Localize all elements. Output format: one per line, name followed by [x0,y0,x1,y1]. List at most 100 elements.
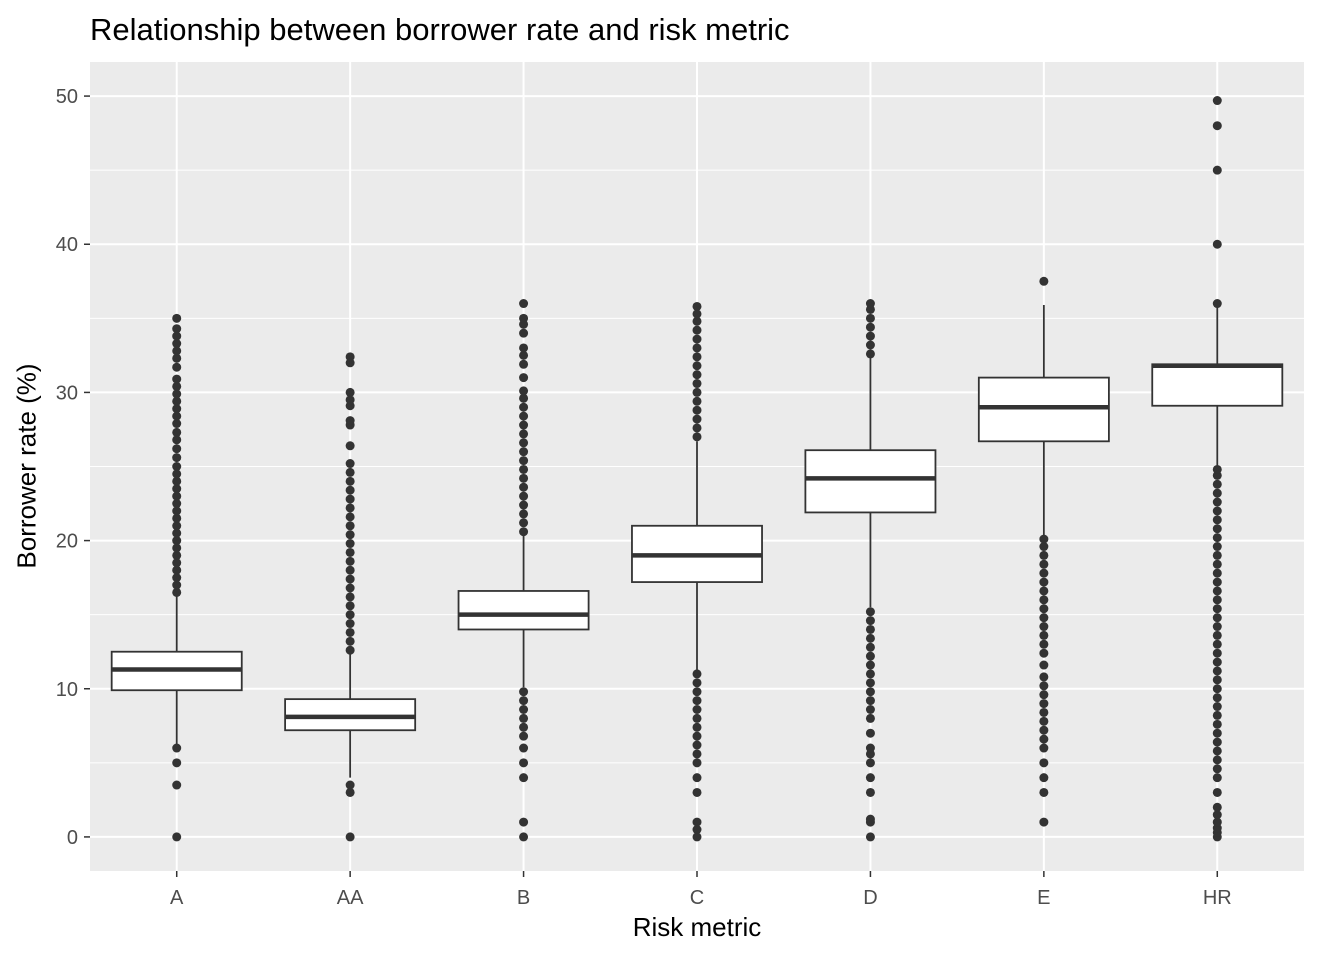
outlier-point [345,512,355,522]
y-tick-label: 20 [56,531,78,553]
outlier-point [865,713,875,723]
x-axis-title: Risk metric [632,912,762,942]
outlier-point [345,780,355,790]
outlier-point [692,687,702,697]
outlier-point [519,386,529,396]
y-tick-label: 30 [56,382,78,404]
outlier-point [692,432,702,442]
outlier-point [1212,506,1222,516]
outlier-point [1212,693,1222,703]
outlier-point [1039,707,1049,717]
outlier-point [1212,746,1222,756]
outlier-point [865,687,875,697]
outlier-point [519,482,529,492]
outlier-point [172,587,182,597]
outlier-point [172,543,182,553]
outlier-point [1039,743,1049,753]
outlier-point [1039,699,1049,709]
outlier-point [865,322,875,332]
outlier-point [865,299,875,309]
outlier-point [519,299,529,309]
outlier-point [692,704,702,714]
outlier-point [1212,737,1222,747]
outlier-point [1212,613,1222,623]
outlier-point [692,731,702,741]
outlier-point [1039,542,1049,552]
outlier-point [172,396,182,406]
outlier-point [1212,630,1222,640]
outlier-point [1212,479,1222,489]
outlier-point [345,574,355,584]
outlier-point [1039,604,1049,614]
outlier-point [1212,719,1222,729]
outlier-point [865,651,875,661]
x-tick-label: HR [1203,887,1232,909]
outlier-point [519,373,529,383]
outlier-point [519,402,529,412]
outlier-point [172,491,182,501]
outlier-point [692,423,702,433]
outlier-point [1212,550,1222,560]
outlier-point [692,817,702,827]
outlier-point [1212,710,1222,720]
outlier-point [172,758,182,768]
outlier-point [1212,542,1222,552]
outlier-point [692,740,702,750]
outlier-point [519,687,529,697]
outlier-point [172,339,182,349]
outlier-point [172,453,182,463]
outlier-point [692,325,702,335]
outlier-point [1039,787,1049,797]
outlier-point [345,645,355,655]
chart-title: Relationship between borrower rate and r… [90,12,790,47]
outlier-point [519,518,529,528]
outlier-point [1212,639,1222,649]
y-tick-label: 50 [56,86,78,108]
outlier-point [519,500,529,510]
outlier-point [865,678,875,688]
outlier-point [692,787,702,797]
outlier-point [1212,586,1222,596]
outlier-point [519,758,529,768]
outlier-point [172,832,182,842]
outlier-point [519,438,529,448]
outlier-point [1039,630,1049,640]
outlier-point [172,462,182,471]
outlier-point [519,429,529,439]
outlier-point [865,773,875,783]
outlier-point [1039,758,1049,768]
outlier-point [692,749,702,759]
outlier-point [692,343,702,353]
outlier-point [172,484,182,494]
outlier-point [172,419,182,429]
outlier-point [345,832,355,842]
outlier-point [519,343,529,353]
outlier-point [865,642,875,652]
outlier-point [345,565,355,575]
outlier-point [865,696,875,706]
outlier-point [1039,681,1049,691]
outlier-point [1039,577,1049,587]
outlier-point [692,352,702,362]
outlier-point [172,573,182,583]
outlier-point [519,411,529,421]
outlier-point [345,416,355,426]
outlier-point [345,503,355,513]
x-tick-label: AA [337,887,364,909]
outlier-point [1212,533,1222,543]
outlier-point [1212,657,1222,667]
outlier-point [1212,488,1222,498]
outlier-point [172,743,182,753]
x-tick-label: E [1037,887,1050,909]
outlier-point [519,473,529,483]
outlier-point [519,696,529,706]
outlier-point [692,773,702,783]
outlier-point [692,334,702,344]
outlier-point [692,414,702,424]
outlier-point [345,476,355,486]
outlier-point [1212,559,1222,569]
outlier-point [692,678,702,688]
outlier-point [1212,810,1222,820]
outlier-point [692,405,702,415]
